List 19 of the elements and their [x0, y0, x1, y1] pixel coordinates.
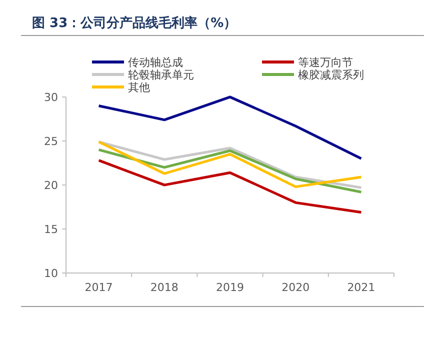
legend-label: 其他 — [128, 80, 150, 94]
y-tick-label: 20 — [44, 178, 58, 192]
y-tick-label: 25 — [44, 134, 58, 148]
legend-label: 等速万向节 — [298, 56, 353, 69]
x-tick-label: 2018 — [150, 281, 178, 294]
x-tick-label: 2021 — [347, 281, 376, 294]
y-tick-label: 15 — [44, 222, 58, 236]
legend-label: 传动轴总成 — [128, 56, 183, 69]
line-series — [98, 96, 362, 160]
chart-title: 图 33：公司分产品线毛利率（%） — [32, 15, 237, 31]
x-tick-label: 2019 — [216, 281, 244, 294]
x-tick-label: 2017 — [84, 281, 113, 294]
x-tick-label: 2020 — [282, 281, 310, 294]
line-series — [98, 148, 362, 194]
y-tick-label: 10 — [44, 266, 58, 280]
legend-label: 橡胶减震系列 — [298, 68, 364, 82]
legend-label: 轮毂轴承单元 — [128, 68, 194, 82]
line-series — [98, 159, 362, 214]
y-tick-label: 30 — [44, 90, 58, 104]
